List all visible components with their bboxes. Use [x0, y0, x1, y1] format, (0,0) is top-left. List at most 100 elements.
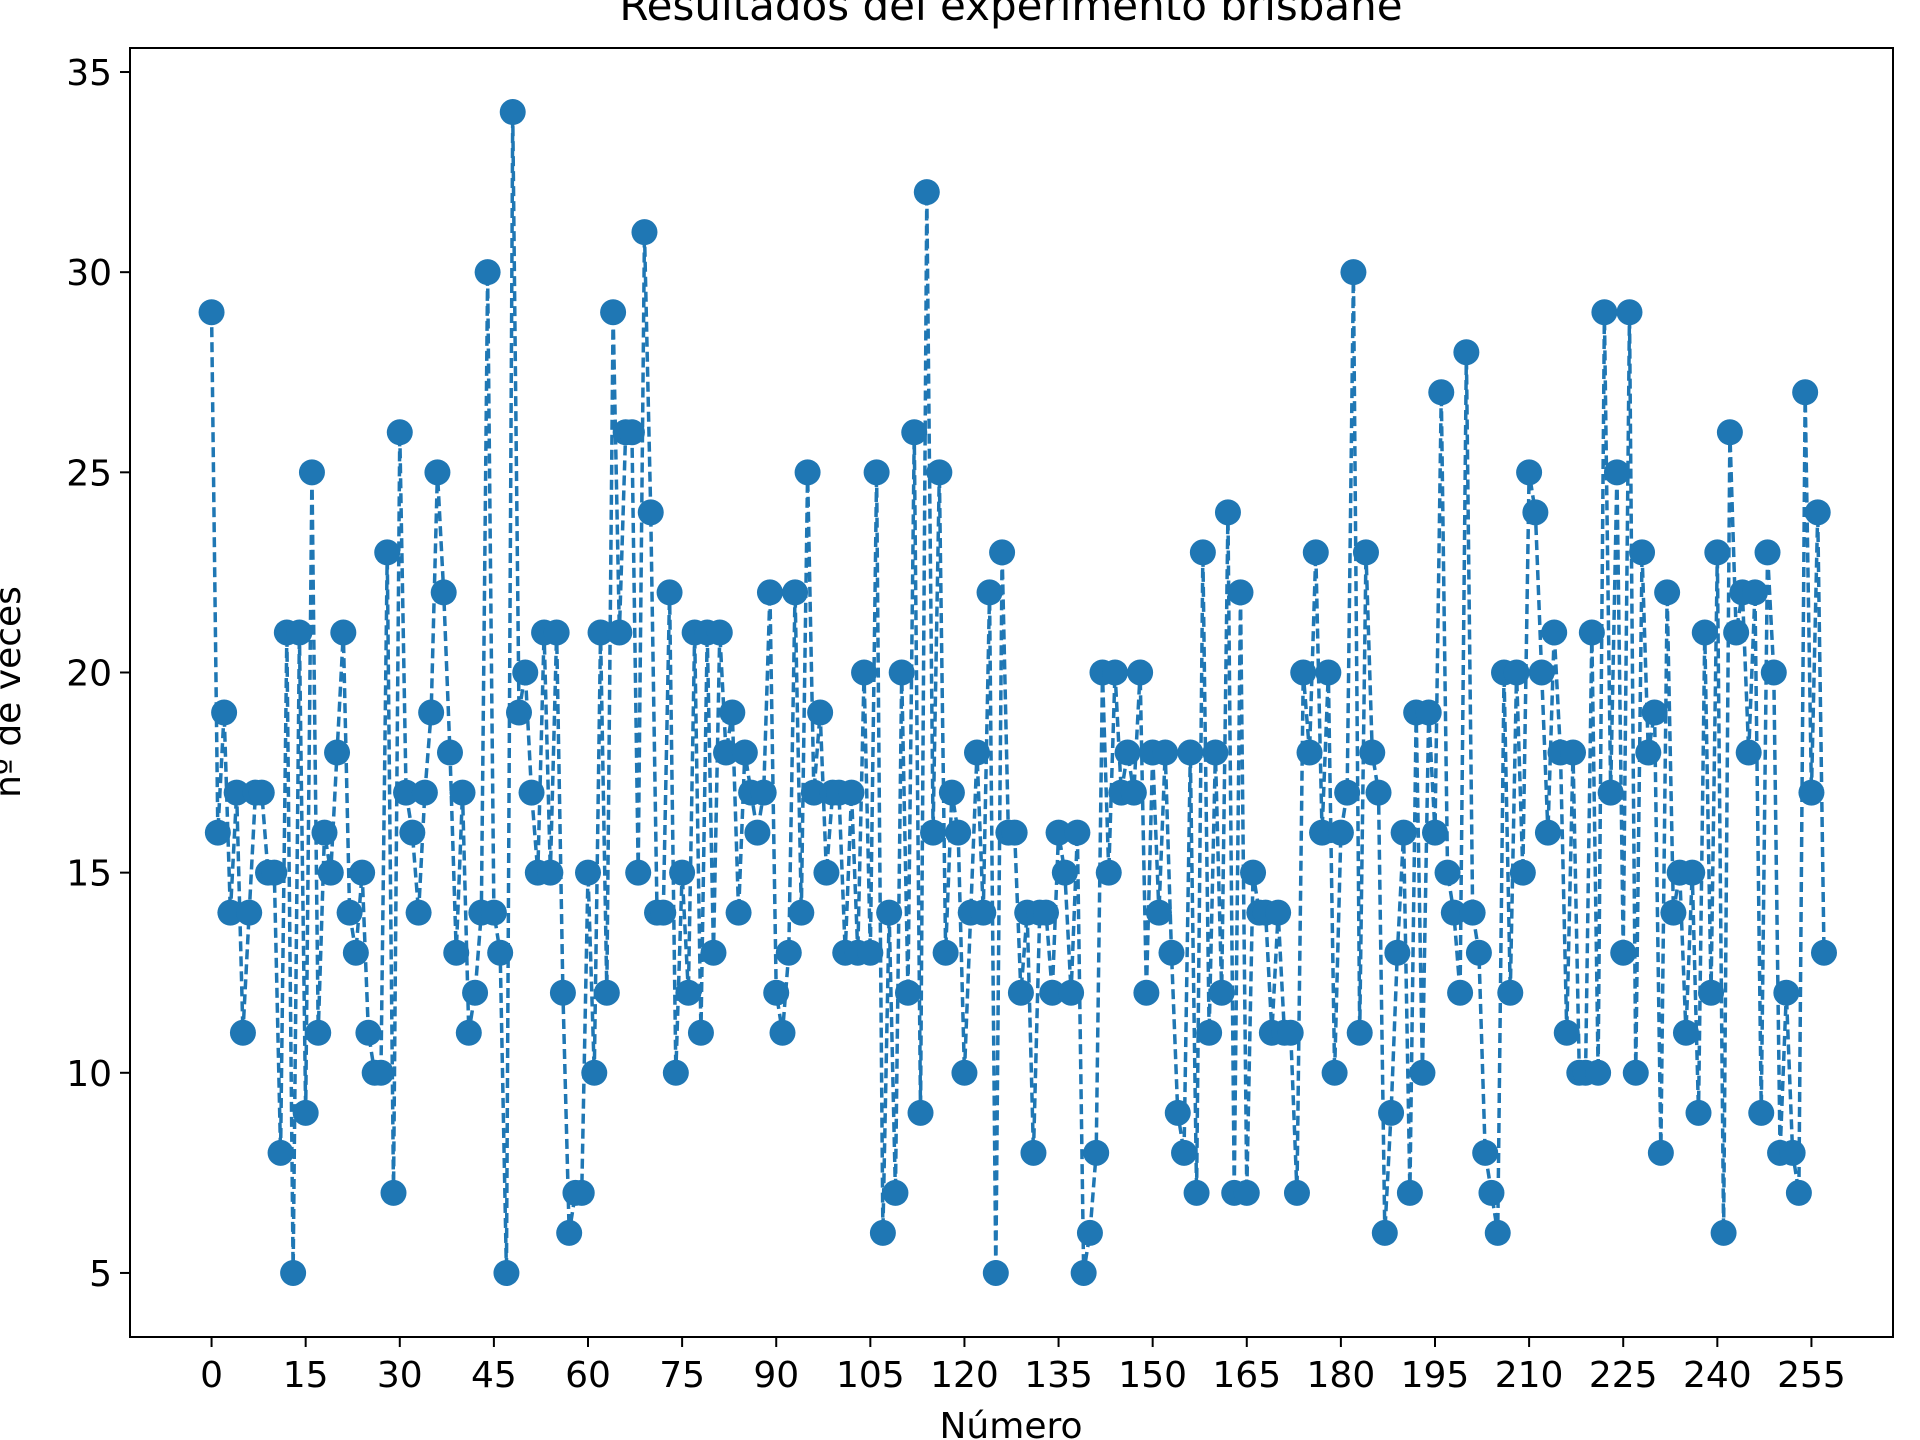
data-point [1033, 899, 1060, 926]
data-point [982, 1259, 1009, 1286]
data-point [756, 579, 783, 606]
data-point [1183, 1179, 1210, 1206]
x-tick-label: 60 [565, 1355, 611, 1396]
data-point [487, 939, 514, 966]
data-point [512, 659, 539, 686]
data-point [1428, 379, 1455, 406]
data-point [662, 1059, 689, 1086]
data-point [424, 459, 451, 486]
y-axis-title: nº de veces [0, 586, 29, 798]
data-point [1478, 1179, 1505, 1206]
data-point [1804, 499, 1831, 526]
data-point [286, 619, 313, 646]
data-point [324, 739, 351, 766]
data-point [1309, 819, 1336, 846]
data-point [1076, 1219, 1103, 1246]
data-point [1560, 739, 1587, 766]
data-point [1352, 539, 1379, 566]
data-point [1045, 819, 1072, 846]
x-tick-label: 30 [377, 1355, 423, 1396]
x-tick-label: 105 [836, 1355, 905, 1396]
data-point [926, 459, 953, 486]
data-point [1585, 1059, 1612, 1086]
data-point [1415, 699, 1442, 726]
y-tick-label: 20 [66, 653, 112, 694]
data-point [581, 1059, 608, 1086]
x-tick-label: 45 [471, 1355, 517, 1396]
series-marker-group [198, 99, 1837, 1286]
data-point [1290, 659, 1317, 686]
data-point [907, 1099, 934, 1126]
data-point [1516, 459, 1543, 486]
data-point [349, 859, 376, 886]
data-point [656, 579, 683, 606]
data-point [455, 1019, 482, 1046]
data-point [1484, 1219, 1511, 1246]
data-point [1616, 299, 1643, 326]
x-tick-label: 255 [1777, 1355, 1846, 1396]
data-point [625, 859, 652, 886]
data-point [882, 1179, 909, 1206]
data-point [1629, 539, 1656, 566]
data-point [1321, 1059, 1348, 1086]
data-point [537, 859, 564, 886]
data-point [380, 1179, 407, 1206]
data-point [1189, 539, 1216, 566]
data-point [1754, 539, 1781, 566]
x-axis-title: Número [940, 1406, 1083, 1440]
data-point [1127, 659, 1154, 686]
data-point [1133, 979, 1160, 1006]
x-tick-label: 0 [200, 1355, 223, 1396]
data-point [236, 899, 263, 926]
data-point [1302, 539, 1329, 566]
data-point [462, 979, 489, 1006]
data-point [1396, 1179, 1423, 1206]
data-point [1635, 739, 1662, 766]
data-point [1798, 779, 1825, 806]
data-point [1710, 1219, 1737, 1246]
data-point [1334, 779, 1361, 806]
data-point [731, 739, 758, 766]
data-point [1064, 819, 1091, 846]
data-point [945, 819, 972, 846]
data-point [1070, 1259, 1097, 1286]
x-axis: 0 15 30 45 60 75 90 105 120 135 150 165 180 195 210 225… [200, 1337, 1846, 1396]
data-point [1440, 899, 1467, 926]
data-point [1785, 1179, 1812, 1206]
data-point [1277, 1019, 1304, 1046]
data-point [838, 779, 865, 806]
data-point [851, 659, 878, 686]
data-point [543, 619, 570, 646]
data-point [1698, 979, 1725, 1006]
data-point [813, 859, 840, 886]
data-point [932, 939, 959, 966]
data-point [876, 899, 903, 926]
y-tick-label: 15 [66, 854, 112, 895]
data-point [1779, 1139, 1806, 1166]
data-point [198, 299, 225, 326]
data-point [1434, 859, 1461, 886]
y-tick-label: 10 [66, 1054, 112, 1095]
x-tick-label: 225 [1589, 1355, 1658, 1396]
data-point [1509, 859, 1536, 886]
data-point [1020, 1139, 1047, 1166]
data-point [719, 699, 746, 726]
data-point [1465, 939, 1492, 966]
data-point [637, 499, 664, 526]
data-point [1528, 659, 1555, 686]
data-point [292, 1099, 319, 1126]
data-point [1704, 539, 1731, 566]
data-point [794, 459, 821, 486]
data-point [1447, 979, 1474, 1006]
data-point [1553, 1019, 1580, 1046]
data-point [951, 1059, 978, 1086]
data-point [1723, 619, 1750, 646]
data-point [436, 739, 463, 766]
data-point [1691, 619, 1718, 646]
series-line-group [209, 110, 1826, 1275]
data-point [1773, 979, 1800, 1006]
data-point [267, 1139, 294, 1166]
data-point [857, 939, 884, 966]
data-point [769, 1019, 796, 1046]
